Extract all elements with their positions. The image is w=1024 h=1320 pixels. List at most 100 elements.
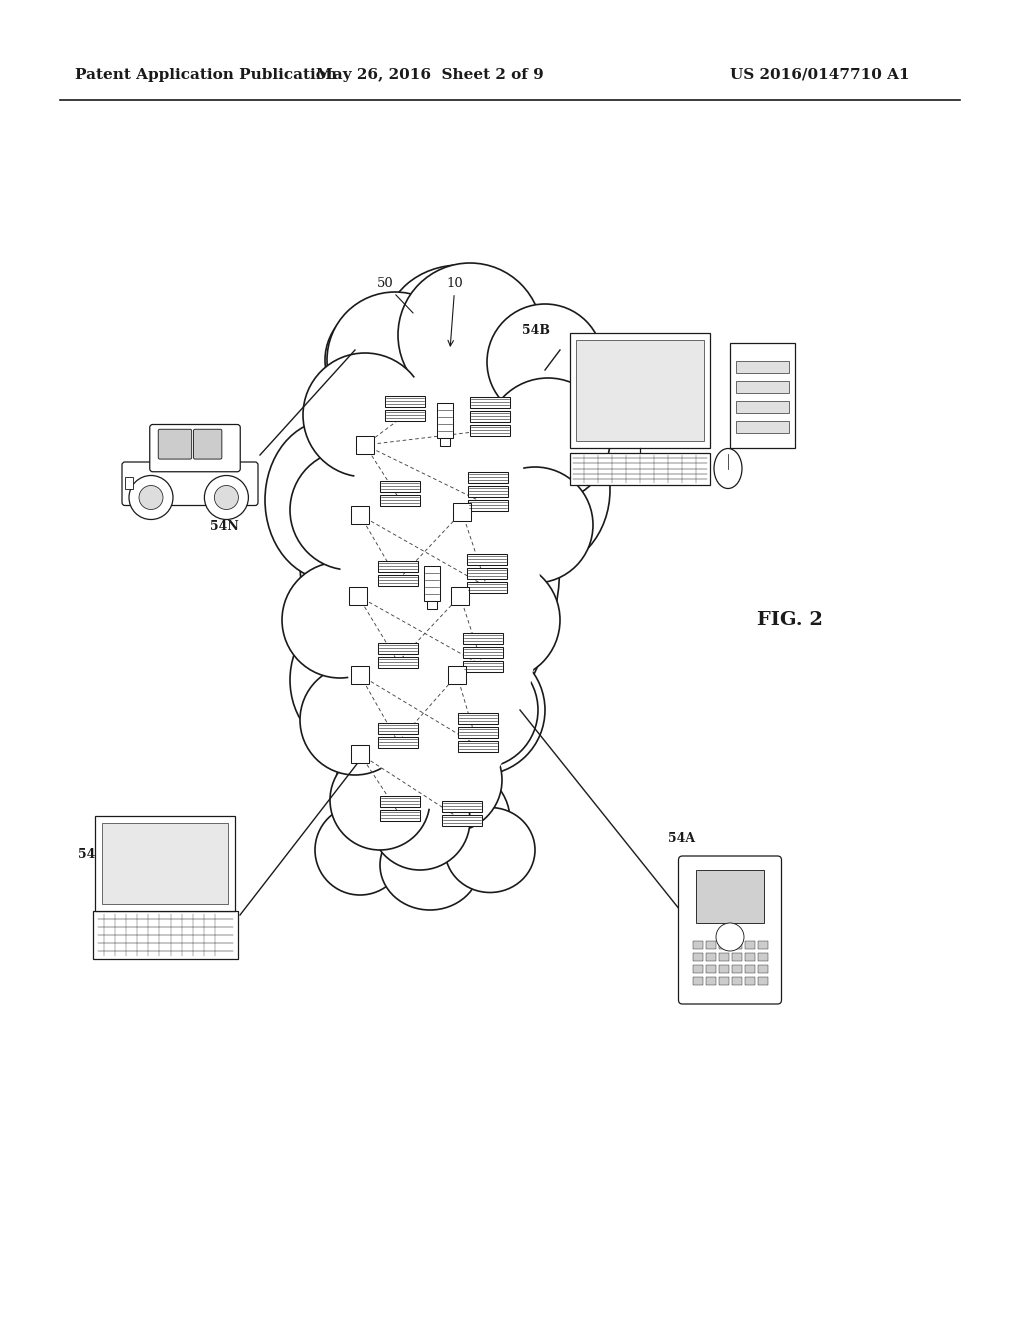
Bar — [92, 911, 238, 960]
Bar — [692, 965, 702, 973]
Circle shape — [205, 475, 249, 520]
Bar — [95, 816, 234, 911]
Ellipse shape — [390, 766, 510, 875]
Bar — [692, 941, 702, 949]
Bar — [719, 977, 728, 985]
Bar — [451, 587, 469, 605]
Bar — [442, 800, 482, 812]
Bar — [706, 977, 716, 985]
Circle shape — [129, 475, 173, 520]
Bar — [463, 660, 503, 672]
Ellipse shape — [340, 370, 540, 810]
FancyBboxPatch shape — [194, 429, 222, 459]
Text: 54C: 54C — [78, 849, 105, 862]
Bar — [467, 582, 507, 593]
Bar — [378, 722, 418, 734]
Bar — [380, 796, 420, 807]
Ellipse shape — [315, 805, 406, 895]
Ellipse shape — [714, 449, 742, 488]
Circle shape — [330, 750, 430, 850]
Ellipse shape — [415, 645, 545, 775]
Circle shape — [139, 486, 163, 510]
Ellipse shape — [480, 310, 600, 420]
Bar — [706, 953, 716, 961]
Bar — [736, 400, 790, 412]
Text: US 2016/0147710 A1: US 2016/0147710 A1 — [730, 69, 909, 82]
FancyBboxPatch shape — [159, 429, 191, 459]
Ellipse shape — [300, 370, 560, 750]
Bar — [736, 380, 790, 392]
Ellipse shape — [385, 265, 535, 395]
Bar — [467, 553, 507, 565]
Circle shape — [487, 304, 603, 420]
Bar — [706, 941, 716, 949]
Text: Patent Application Publication: Patent Application Publication — [75, 69, 337, 82]
Circle shape — [716, 923, 744, 950]
Bar — [692, 977, 702, 985]
FancyBboxPatch shape — [150, 425, 241, 471]
Circle shape — [486, 378, 610, 502]
Text: 50: 50 — [377, 277, 413, 313]
Ellipse shape — [290, 610, 410, 750]
Bar — [380, 480, 420, 491]
Circle shape — [282, 562, 398, 678]
Bar — [351, 506, 369, 524]
Bar — [570, 453, 710, 484]
Ellipse shape — [470, 411, 610, 570]
Bar — [424, 565, 440, 601]
Circle shape — [398, 729, 502, 832]
Bar — [736, 421, 790, 433]
Bar — [380, 809, 420, 821]
Bar — [378, 737, 418, 747]
Bar — [349, 587, 367, 605]
Bar — [468, 486, 508, 496]
Circle shape — [214, 486, 239, 510]
Bar — [744, 965, 755, 973]
Bar — [437, 403, 453, 437]
Bar — [744, 977, 755, 985]
Bar — [458, 713, 498, 723]
Bar — [458, 741, 498, 751]
Bar — [470, 425, 510, 436]
Bar — [744, 941, 755, 949]
Bar — [706, 965, 716, 973]
Ellipse shape — [335, 730, 445, 850]
Bar — [468, 499, 508, 511]
Bar — [470, 396, 510, 408]
Circle shape — [303, 352, 427, 477]
Text: 54N: 54N — [210, 520, 239, 533]
Circle shape — [422, 652, 538, 768]
Bar — [758, 977, 768, 985]
Bar — [449, 667, 466, 684]
Bar — [378, 656, 418, 668]
Bar — [102, 822, 228, 904]
Circle shape — [477, 467, 593, 583]
Bar — [380, 495, 420, 506]
Bar — [385, 409, 425, 421]
Bar — [463, 632, 503, 644]
Circle shape — [440, 560, 560, 680]
Bar — [467, 568, 507, 578]
Bar — [731, 953, 741, 961]
FancyBboxPatch shape — [679, 855, 781, 1005]
Bar — [692, 953, 702, 961]
Bar — [719, 941, 728, 949]
Bar — [731, 977, 741, 985]
Bar — [427, 601, 437, 609]
Circle shape — [327, 292, 463, 428]
Bar — [758, 965, 768, 973]
Bar — [378, 561, 418, 572]
Circle shape — [398, 263, 542, 407]
Bar — [736, 360, 790, 372]
Ellipse shape — [325, 300, 455, 420]
Bar — [470, 411, 510, 421]
Bar — [731, 965, 741, 973]
Bar — [351, 744, 369, 763]
Text: 54B: 54B — [522, 323, 550, 337]
Ellipse shape — [445, 808, 535, 892]
Bar — [356, 436, 374, 454]
Bar — [719, 953, 728, 961]
Bar — [385, 396, 425, 407]
Bar — [125, 477, 133, 488]
Ellipse shape — [380, 820, 480, 909]
